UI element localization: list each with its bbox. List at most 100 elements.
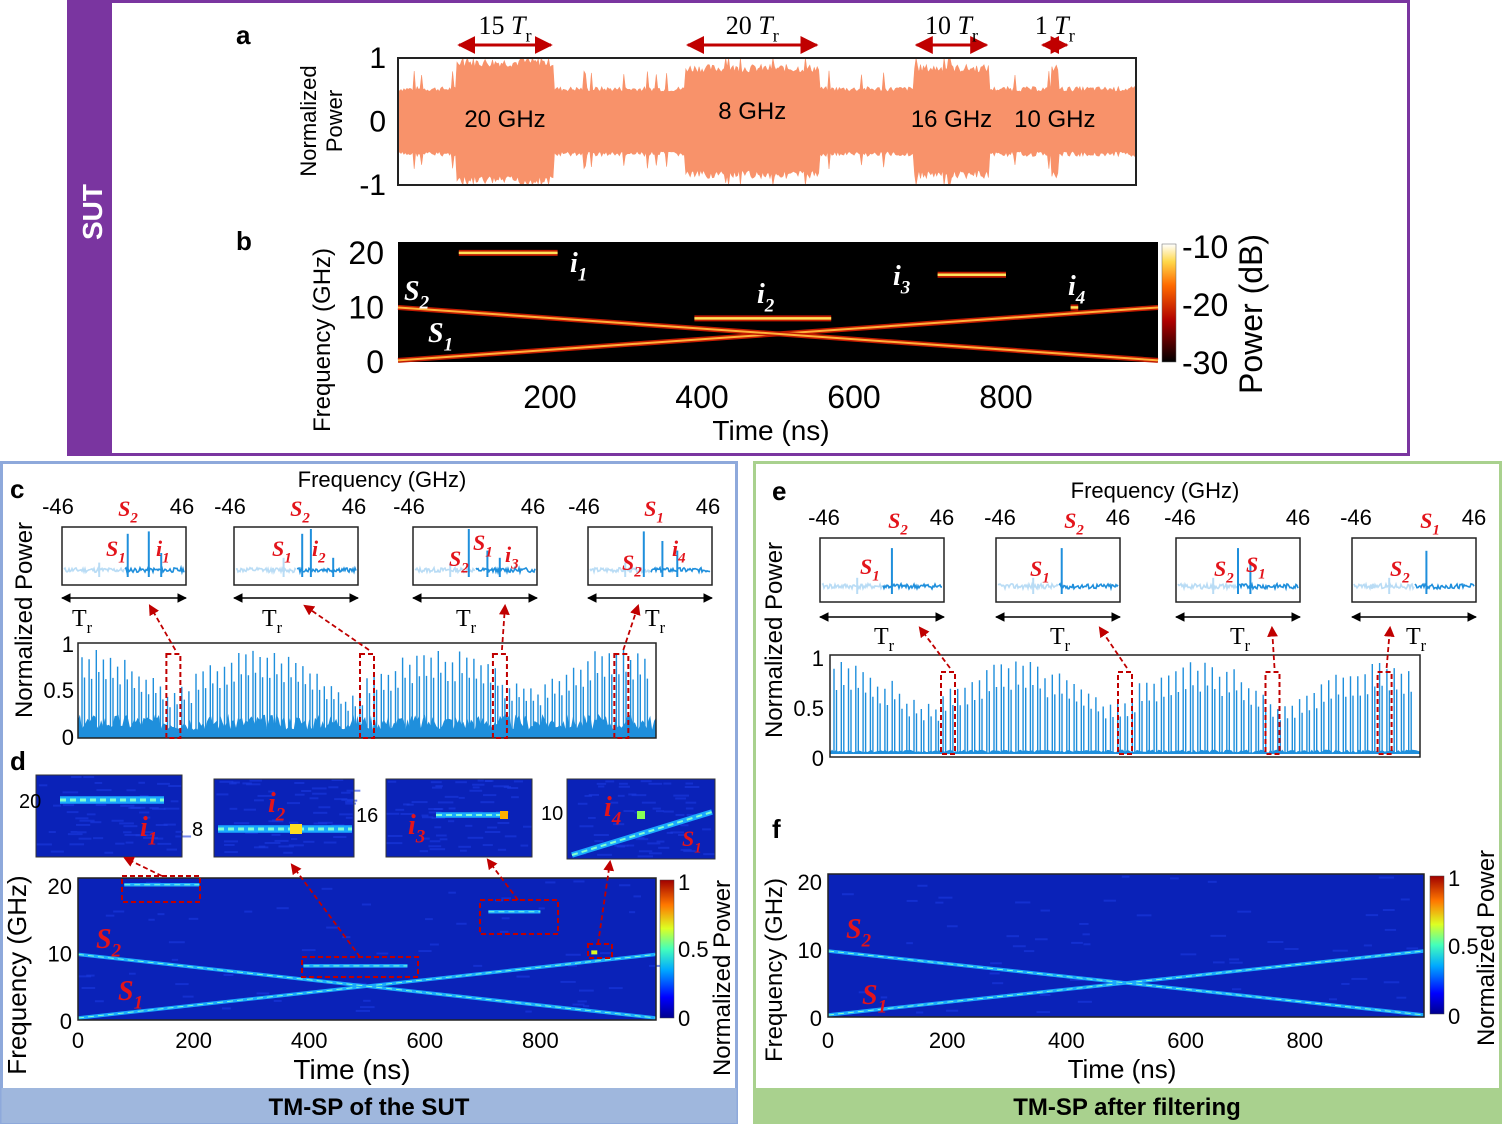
map-noise bbox=[560, 980, 576, 983]
top-signal-label: S2 bbox=[290, 496, 310, 527]
y-axis-label: Frequency (GHz) bbox=[309, 248, 336, 432]
zoom-inset-noise bbox=[638, 850, 653, 853]
map-noise bbox=[1332, 949, 1348, 952]
duration-label: 20 Tr bbox=[726, 11, 779, 45]
map-noise bbox=[355, 1009, 371, 1012]
spectrum-inset-positive-spectrum bbox=[650, 565, 711, 575]
segment-frequency-label: 20 GHz bbox=[464, 106, 545, 133]
zoom-inset-noise bbox=[231, 781, 240, 784]
x-tick-label: 800 bbox=[979, 379, 1032, 415]
zoom-inset-noise bbox=[144, 831, 154, 834]
spectrum-inset-negative-spectrum bbox=[1353, 581, 1415, 592]
y-axis-label: Frequency (GHz) bbox=[2, 875, 32, 1074]
zoom-inset-noise bbox=[579, 825, 594, 828]
map-noise bbox=[1170, 877, 1179, 880]
panel-c-letter: c bbox=[10, 474, 24, 504]
map-noise bbox=[501, 897, 511, 900]
chirp-s2-glow bbox=[827, 949, 1425, 1017]
period-label-sub: r bbox=[1421, 636, 1427, 655]
zoom-inset-noise bbox=[341, 791, 351, 794]
inset-signal-label: S2 bbox=[1390, 556, 1410, 587]
zoom-inset-noise bbox=[333, 836, 347, 839]
chirp-label: S1 bbox=[862, 980, 887, 1017]
map-noise bbox=[175, 983, 189, 986]
map-noise bbox=[501, 917, 510, 920]
y-tick-label: 10 bbox=[48, 941, 72, 966]
tone-label: i4 bbox=[1068, 271, 1085, 308]
duration-label-main: T bbox=[1054, 11, 1070, 40]
map-noise bbox=[360, 1006, 375, 1009]
zoom-inset-noise bbox=[503, 786, 512, 789]
tone-label: i2 bbox=[757, 279, 775, 316]
zoom-inset-noise bbox=[36, 843, 52, 846]
inset-chirp-label-sub: 1 bbox=[694, 841, 701, 857]
zoom-inset-noise bbox=[504, 835, 517, 838]
zoom-inset-noise bbox=[223, 840, 238, 843]
inset-signal-label: i1 bbox=[156, 536, 170, 567]
inset-tone-label-sub: 2 bbox=[275, 804, 286, 825]
zoom-inset-noise bbox=[429, 840, 441, 843]
freq-max-label: 46 bbox=[696, 494, 720, 519]
zoom-inset-noise bbox=[448, 807, 456, 810]
map-noise bbox=[1210, 934, 1227, 937]
map-noise bbox=[545, 881, 556, 884]
colorbar-label: Normalized Power bbox=[709, 880, 736, 1076]
top-signal-label-main: S bbox=[1064, 508, 1076, 533]
panel-f-letter: f bbox=[772, 814, 781, 844]
y-axis-label: Normalized Power bbox=[11, 522, 38, 718]
zoom-inset-noise bbox=[175, 835, 192, 838]
zoom-inset-noise bbox=[588, 793, 599, 796]
zoom-inset-noise bbox=[594, 840, 604, 843]
y-tick-label: -1 bbox=[359, 169, 386, 202]
chirp-label: S1 bbox=[428, 318, 453, 355]
map-noise bbox=[1207, 880, 1217, 883]
zoom-inset-border bbox=[35, 774, 183, 858]
y-axis-label: Normalized Power bbox=[761, 542, 788, 738]
panel-e-letter: e bbox=[772, 476, 786, 506]
highlight-box bbox=[359, 653, 375, 739]
inset-signal-label: S2 bbox=[1214, 556, 1234, 587]
zoom-inset-noise bbox=[139, 811, 150, 814]
zoom-inset-noise bbox=[95, 803, 107, 806]
map-noise bbox=[1328, 998, 1337, 1001]
period-label: Tr bbox=[1050, 624, 1071, 655]
inset-signal-label-sub: 2 bbox=[633, 565, 642, 581]
zoom-inset-noise bbox=[339, 813, 353, 816]
zoom-inset-noise bbox=[522, 825, 532, 828]
zoom-inset-noise bbox=[123, 831, 132, 834]
zoom-inset-border bbox=[213, 778, 355, 858]
zoom-inset-noise bbox=[459, 849, 467, 852]
zoom-inset-noise bbox=[497, 848, 507, 851]
map-noise bbox=[456, 922, 467, 925]
inset-tone-label: i4 bbox=[604, 792, 621, 829]
y-tick-label: 0 bbox=[812, 746, 824, 771]
zoom-inset-noise bbox=[627, 844, 635, 847]
sut-sidebar bbox=[68, 0, 112, 456]
period-label-sub: r bbox=[471, 618, 477, 637]
sut-frame bbox=[67, 0, 1410, 456]
map-noise bbox=[301, 949, 316, 952]
inset-signal-label-main: i bbox=[672, 536, 679, 561]
map-noise bbox=[1229, 961, 1243, 964]
map-noise bbox=[1071, 941, 1083, 944]
zoom-inset-noise bbox=[577, 802, 588, 805]
zoom-inset-noise bbox=[257, 794, 273, 797]
spectrum-inset-positive-spectrum bbox=[1239, 581, 1299, 592]
inset-signal-label-sub: 1 bbox=[162, 551, 169, 567]
duration-label-num: 20 bbox=[726, 11, 759, 40]
period-label-sub: r bbox=[1065, 636, 1071, 655]
zoom-inset-noise bbox=[104, 851, 114, 854]
zoom-inset-noise bbox=[480, 801, 495, 804]
zoom-inset-noise bbox=[268, 820, 284, 823]
inset-signal-label-main: S bbox=[622, 550, 634, 575]
map-background bbox=[828, 874, 1424, 1017]
map-noise bbox=[608, 987, 623, 990]
zoom-inset-noise bbox=[680, 824, 689, 827]
period-label-main: T bbox=[262, 606, 277, 632]
map-noise bbox=[858, 991, 867, 994]
inset-freq-label: 8 bbox=[192, 819, 203, 841]
region-box bbox=[121, 875, 201, 903]
chirp-label-sub: 1 bbox=[444, 334, 454, 355]
top-signal-label-sub: 1 bbox=[1432, 523, 1439, 539]
